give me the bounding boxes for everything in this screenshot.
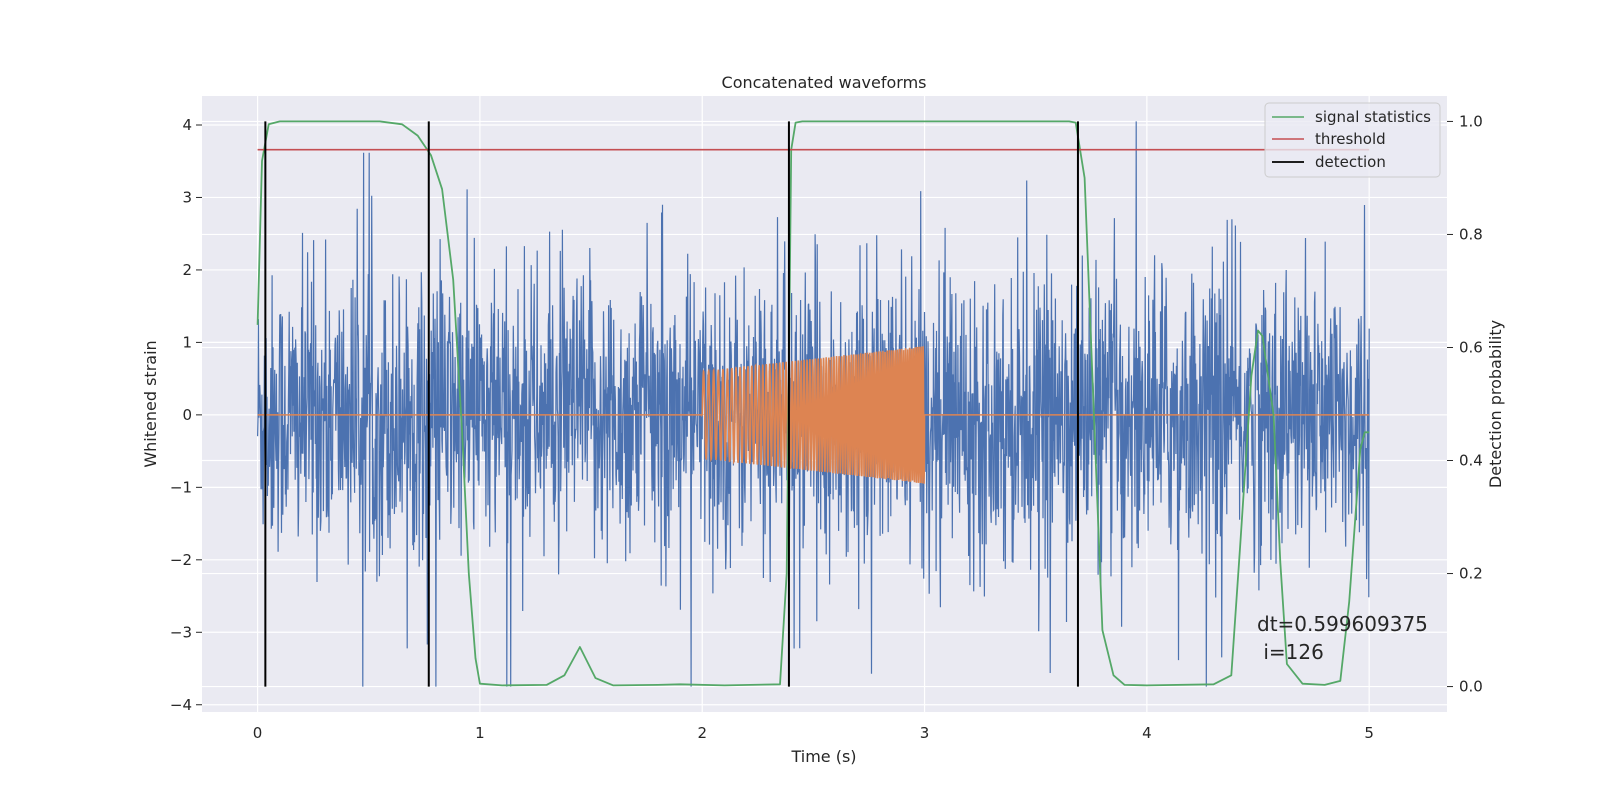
y2-tick-label: 0.8	[1459, 225, 1483, 243]
y-tick-label: −1	[170, 478, 192, 496]
legend: signal statistics threshold detection	[1264, 102, 1441, 178]
legend-frame	[1264, 102, 1441, 178]
y-tick-label: −3	[170, 623, 192, 641]
x-tick-label: 4	[1142, 724, 1152, 742]
x-axis-label: Time (s)	[790, 747, 856, 766]
y-tick-label: −4	[170, 696, 192, 714]
x-tick-label: 5	[1364, 724, 1374, 742]
template-chirp-line	[257, 346, 1370, 484]
x-tick-label: 1	[475, 724, 485, 742]
legend-detection-label: detection	[1315, 153, 1386, 171]
y2-axis-label: Detection probability	[1486, 320, 1505, 488]
y2-tick-label: 1.0	[1459, 112, 1483, 130]
y-tick-label: 0	[182, 406, 192, 424]
y-tick-label: 1	[182, 333, 192, 351]
y-tick-label: 2	[182, 261, 192, 279]
annotation-i: i=126	[1257, 640, 1324, 664]
x-tick-label: 2	[697, 724, 707, 742]
y-tick-label: 4	[182, 116, 192, 134]
x-tick-label: 0	[253, 724, 263, 742]
y-tick-label: −2	[170, 551, 192, 569]
annotation-dt: dt=0.599609375	[1257, 612, 1428, 636]
legend-threshold-label: threshold	[1315, 130, 1386, 148]
y2-tick-label: 0.4	[1459, 452, 1483, 470]
y-tick-label: 3	[182, 188, 192, 206]
legend-signal-statistics-label: signal statistics	[1315, 108, 1431, 126]
y2-tick-label: 0.0	[1459, 678, 1483, 696]
annotation: dt=0.599609375 i=126	[1257, 612, 1428, 664]
chart-title: Concatenated waveforms	[722, 73, 927, 92]
y2-tick-label: 0.2	[1459, 565, 1483, 583]
signal-statistics-line	[256, 120, 1370, 687]
axis-ticks: 0 1 2 3 4 5 −4 −3 −2 −1 0 1 2 3 4 0.0 0.2 0.4 0.6 0.8 1.0	[170, 112, 1483, 742]
y2-tick-label: 0.6	[1459, 338, 1483, 356]
y-axis-label: Whitened strain	[141, 340, 160, 467]
data-layer	[256, 120, 1370, 687]
x-tick-label: 3	[920, 724, 930, 742]
